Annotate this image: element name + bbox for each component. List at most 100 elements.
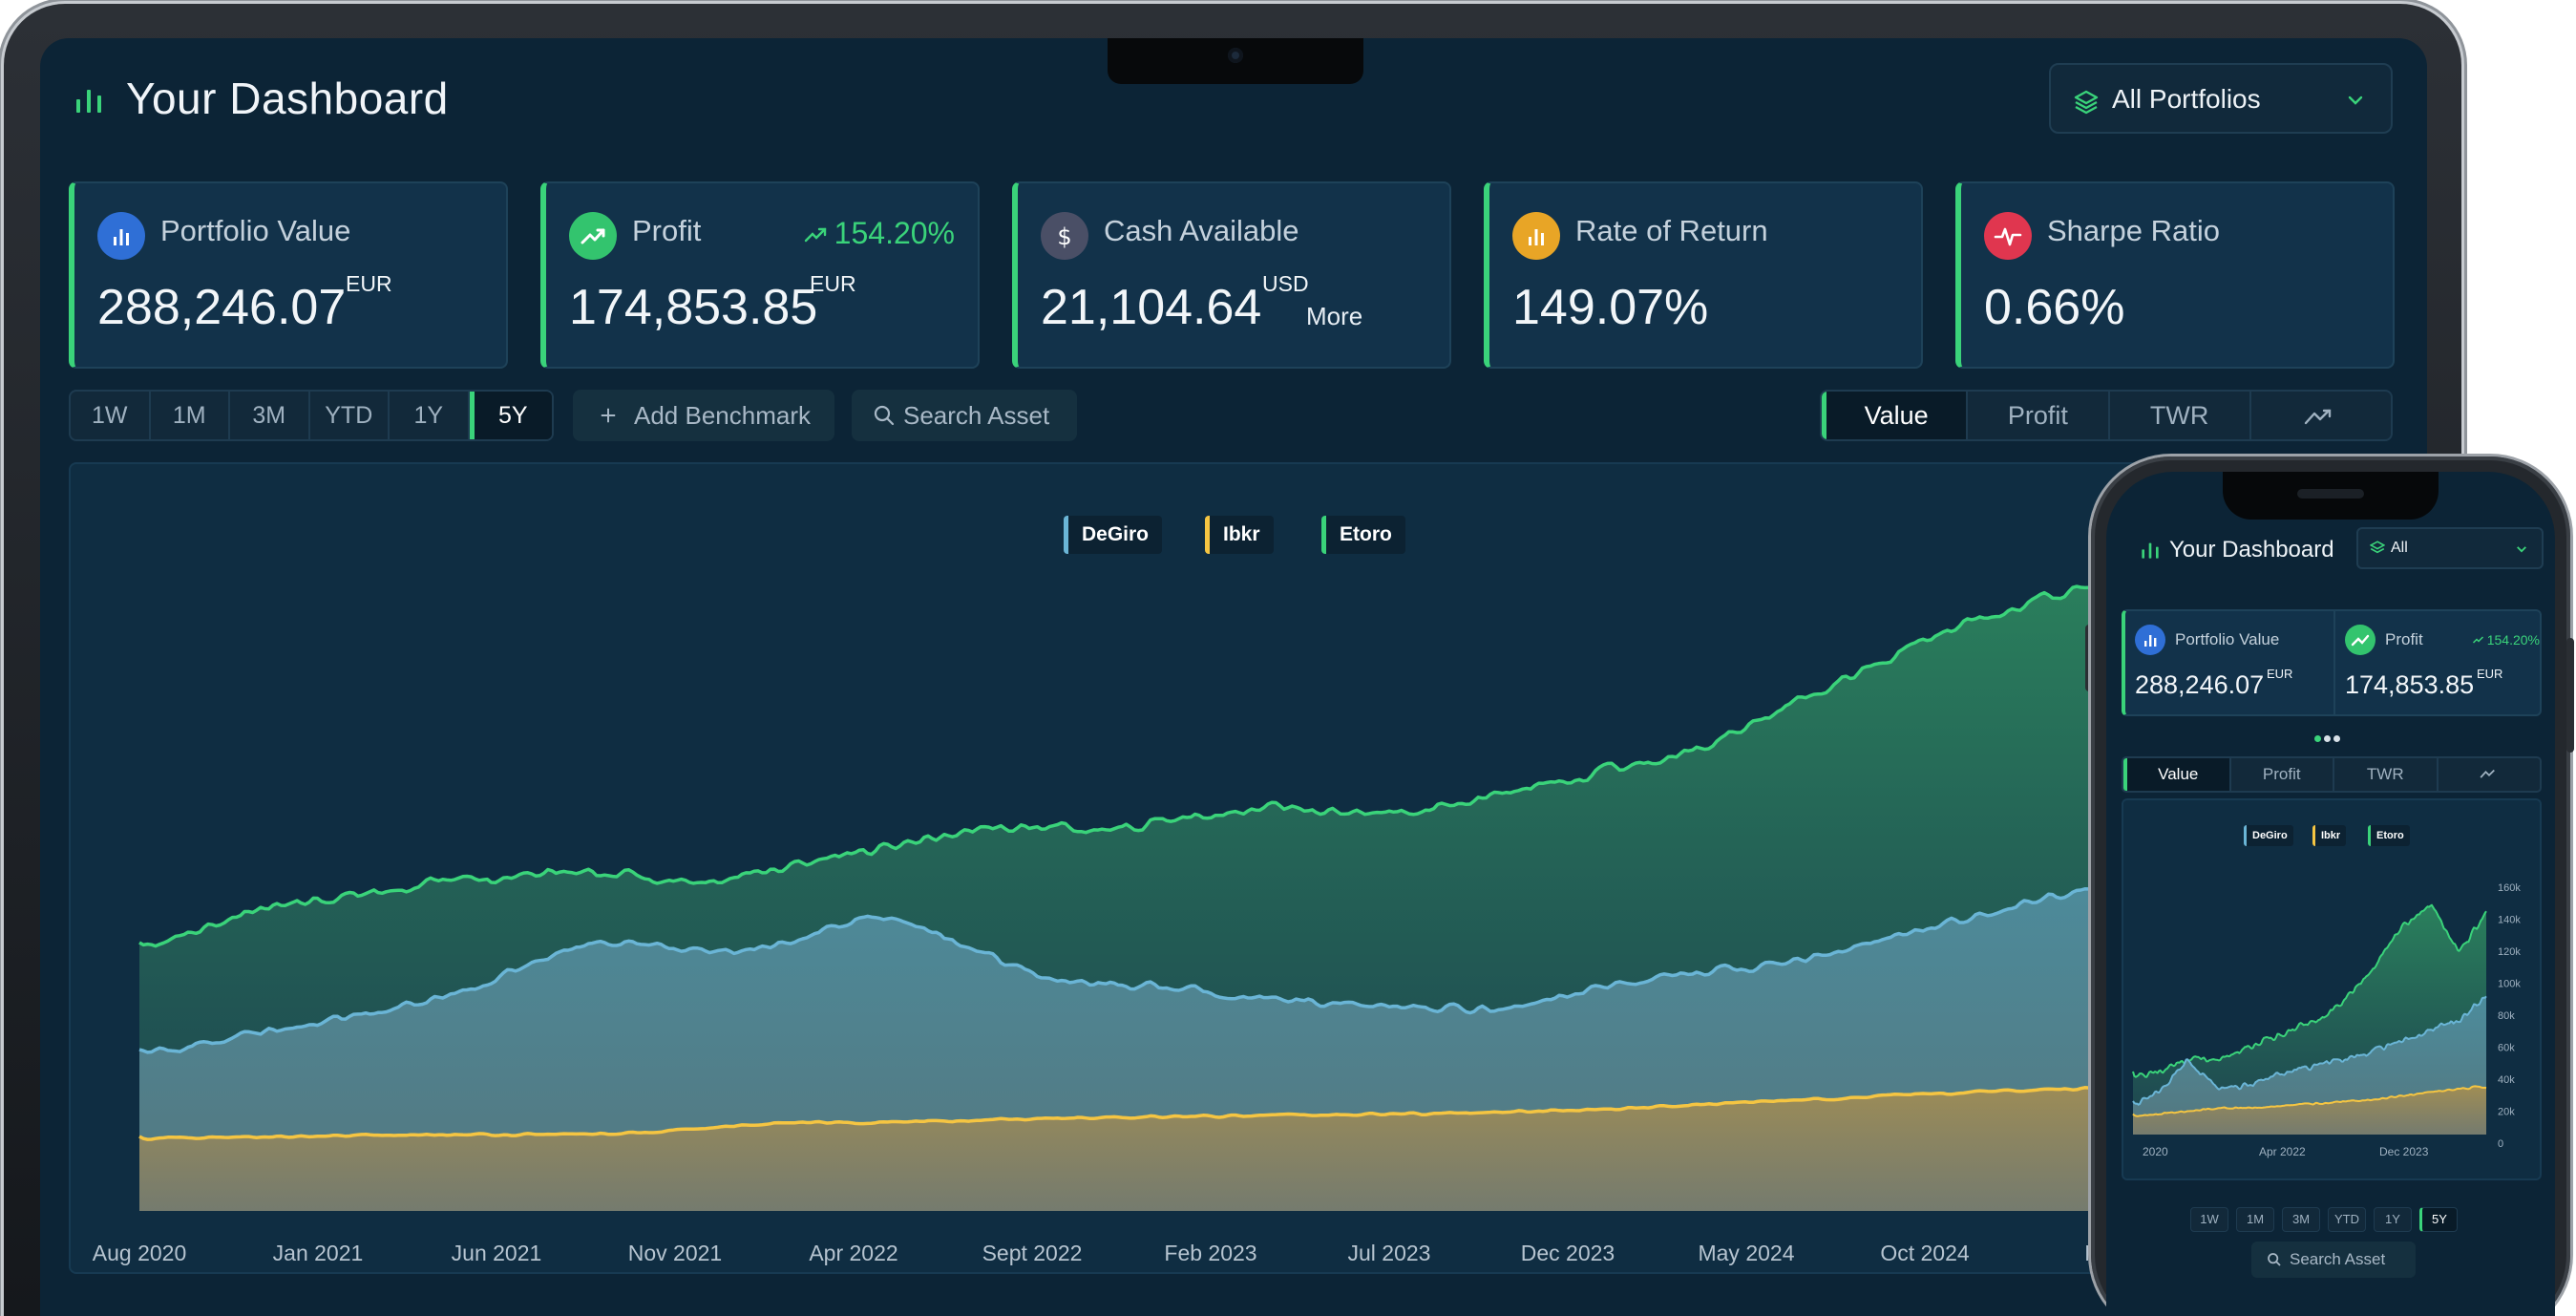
kpi-currency: USD xyxy=(1262,271,1309,296)
range-button-1y[interactable]: 1Y xyxy=(2374,1207,2412,1232)
kpi-carousel[interactable]: Portfolio Value 288,246.07 EUR Profit 15… xyxy=(2122,609,2542,716)
view-toggle-group: Value Profit TWR xyxy=(2122,756,2542,793)
y-tick-label: 100k xyxy=(2498,979,2521,990)
portfolio-chart: DeGiro Ibkr Etoro 160k 140k 120k 100k 80k 60k… xyxy=(2122,798,2542,1180)
y-tick-label: 140k xyxy=(2498,915,2521,926)
legend-etoro[interactable]: Etoro xyxy=(2368,825,2410,846)
portfolio-select[interactable]: All xyxy=(2356,527,2544,569)
x-tick-label: Sept 2022 xyxy=(982,1241,1083,1265)
x-tick-label: Nov 2021 xyxy=(628,1241,722,1265)
kpi-change-value: 154.20% xyxy=(834,216,955,250)
laptop-frame: Your Dashboard All Portfolios Portfolio … xyxy=(4,4,2461,1316)
x-tick-label: Jun 2021 xyxy=(452,1241,542,1265)
kpi-card-cash-available[interactable]: $ Cash Available 21,104.64 USD More xyxy=(1012,181,1451,369)
portfolio-select-label: All Portfolios xyxy=(2112,84,2261,114)
x-tick-label: Jul 2023 xyxy=(1348,1241,1431,1265)
kpi-value: 149.07% xyxy=(1512,280,1709,335)
carousel-dot[interactable] xyxy=(2333,735,2340,742)
legend-etoro[interactable]: Etoro xyxy=(1321,516,1405,554)
legend-degiro[interactable]: DeGiro xyxy=(1064,516,1163,554)
layers-icon xyxy=(2074,90,2099,115)
add-benchmark-label: Add Benchmark xyxy=(634,401,811,430)
search-icon xyxy=(874,405,895,426)
range-button-1w[interactable]: 1W xyxy=(2190,1207,2228,1232)
kpi-card-profit[interactable]: Profit 154.20% 174,853.85 EUR xyxy=(540,181,980,369)
x-tick-label: May 2024 xyxy=(1698,1241,1794,1265)
trend-up-icon xyxy=(2345,625,2375,655)
phone-volume-button xyxy=(2085,625,2093,691)
legend-ibkr[interactable]: Ibkr xyxy=(2312,825,2347,846)
kpi-change-value: 154.20% xyxy=(2486,632,2540,647)
kpi-value: 174,853.85 xyxy=(569,280,818,335)
range-button-3m[interactable]: 3M xyxy=(230,392,310,439)
view-profit-button[interactable]: Profit xyxy=(1968,392,2110,439)
search-asset-button[interactable]: Search Asset xyxy=(2251,1242,2416,1278)
page-title: Your Dashboard xyxy=(126,74,449,123)
bar-chart-icon xyxy=(1512,212,1560,260)
kpi-currency: EUR xyxy=(2477,667,2503,681)
range-button-1w[interactable]: 1W xyxy=(71,392,151,439)
plus-icon xyxy=(601,408,616,423)
x-tick-label: 2020 xyxy=(2143,1145,2168,1158)
range-button-ytd[interactable]: YTD xyxy=(2328,1207,2366,1232)
camera-icon xyxy=(1228,48,1243,63)
range-button-3m[interactable]: 3M xyxy=(2282,1207,2320,1232)
layers-icon xyxy=(2370,541,2385,554)
view-twr-button[interactable]: TWR xyxy=(2110,392,2251,439)
kpi-label: Rate of Return xyxy=(1575,214,1768,247)
y-tick-label: 40k xyxy=(2498,1074,2515,1086)
kpi-value: 288,246.07 xyxy=(97,280,347,335)
bar-chart-icon xyxy=(97,212,145,260)
view-twr-button[interactable]: TWR xyxy=(2334,758,2439,791)
range-button-ytd[interactable]: YTD xyxy=(310,392,390,439)
kpi-card-sharpe-ratio[interactable]: Sharpe Ratio 0.66% xyxy=(1955,181,2395,369)
view-value-button[interactable]: Value xyxy=(1822,392,1969,439)
kpi-currency: EUR xyxy=(346,271,392,296)
kpi-currency: EUR xyxy=(810,271,856,296)
view-profit-button[interactable]: Profit xyxy=(2231,758,2334,791)
x-tick-label: Feb 2023 xyxy=(1164,1241,1256,1265)
chevron-down-icon xyxy=(2348,96,2363,105)
y-tick-label: 20k xyxy=(2498,1107,2515,1118)
kpi-label: Sharpe Ratio xyxy=(2047,214,2220,247)
portfolio-select[interactable]: All Portfolios xyxy=(2049,63,2393,134)
kpi-card-portfolio-value[interactable]: Portfolio Value 288,246.07 EUR xyxy=(2125,611,2335,716)
x-tick-label: Dec 2023 xyxy=(2379,1145,2429,1158)
range-button-1m[interactable]: 1M xyxy=(151,392,230,439)
desktop-screen: Your Dashboard All Portfolios Portfolio … xyxy=(40,38,2427,1316)
x-tick-label: Apr 2022 xyxy=(2259,1145,2306,1158)
degiro-line xyxy=(138,862,2400,1054)
line-chart-icon xyxy=(2304,409,2331,425)
y-tick-label: 80k xyxy=(2498,1010,2515,1022)
ibkr-area xyxy=(139,1075,2400,1211)
range-button-5y[interactable]: 5Y xyxy=(2419,1207,2458,1232)
chart-type-button[interactable] xyxy=(2439,758,2541,791)
kpi-card-profit[interactable]: Profit 154.20% 174,853.85 EUR xyxy=(2335,611,2545,716)
carousel-dot[interactable] xyxy=(2314,735,2321,742)
kpi-card-portfolio-value[interactable]: Portfolio Value 288,246.07 EUR xyxy=(69,181,508,369)
phone-frame: Your Dashboard All Portfolio Value 288,2… xyxy=(2091,456,2570,1316)
range-button-5y[interactable]: 5Y xyxy=(469,392,552,439)
phone-power-button xyxy=(2566,638,2574,753)
carousel-dot[interactable] xyxy=(2324,735,2331,742)
kpi-card-rate-of-return[interactable]: Rate of Return 149.07% xyxy=(1484,181,1923,369)
search-icon xyxy=(2268,1253,2281,1266)
carousel-dots[interactable] xyxy=(2314,730,2343,747)
legend-ibkr[interactable]: Ibkr xyxy=(1205,516,1274,554)
search-asset-button[interactable]: Search Asset xyxy=(852,390,1077,441)
x-tick-label: Apr 2022 xyxy=(809,1241,897,1265)
x-tick-label: Aug 2020 xyxy=(93,1241,186,1265)
time-range-group: 1W 1M 3M YTD 1Y 5Y xyxy=(2190,1207,2458,1232)
dollar-icon: $ xyxy=(1041,212,1088,260)
chart-type-button[interactable] xyxy=(2251,392,2391,439)
view-value-button[interactable]: Value xyxy=(2123,758,2231,791)
x-tick-label: Dec 2023 xyxy=(1521,1241,1615,1265)
range-button-1y[interactable]: 1Y xyxy=(390,392,470,439)
add-benchmark-button[interactable]: Add Benchmark xyxy=(573,390,834,441)
legend-degiro[interactable]: DeGiro xyxy=(2244,825,2293,846)
trend-up-icon xyxy=(804,227,826,243)
more-link[interactable]: More xyxy=(1306,302,1363,330)
ibkr-line xyxy=(2132,1085,2487,1117)
range-button-1m[interactable]: 1M xyxy=(2236,1207,2274,1232)
search-asset-label: Search Asset xyxy=(903,401,1050,430)
